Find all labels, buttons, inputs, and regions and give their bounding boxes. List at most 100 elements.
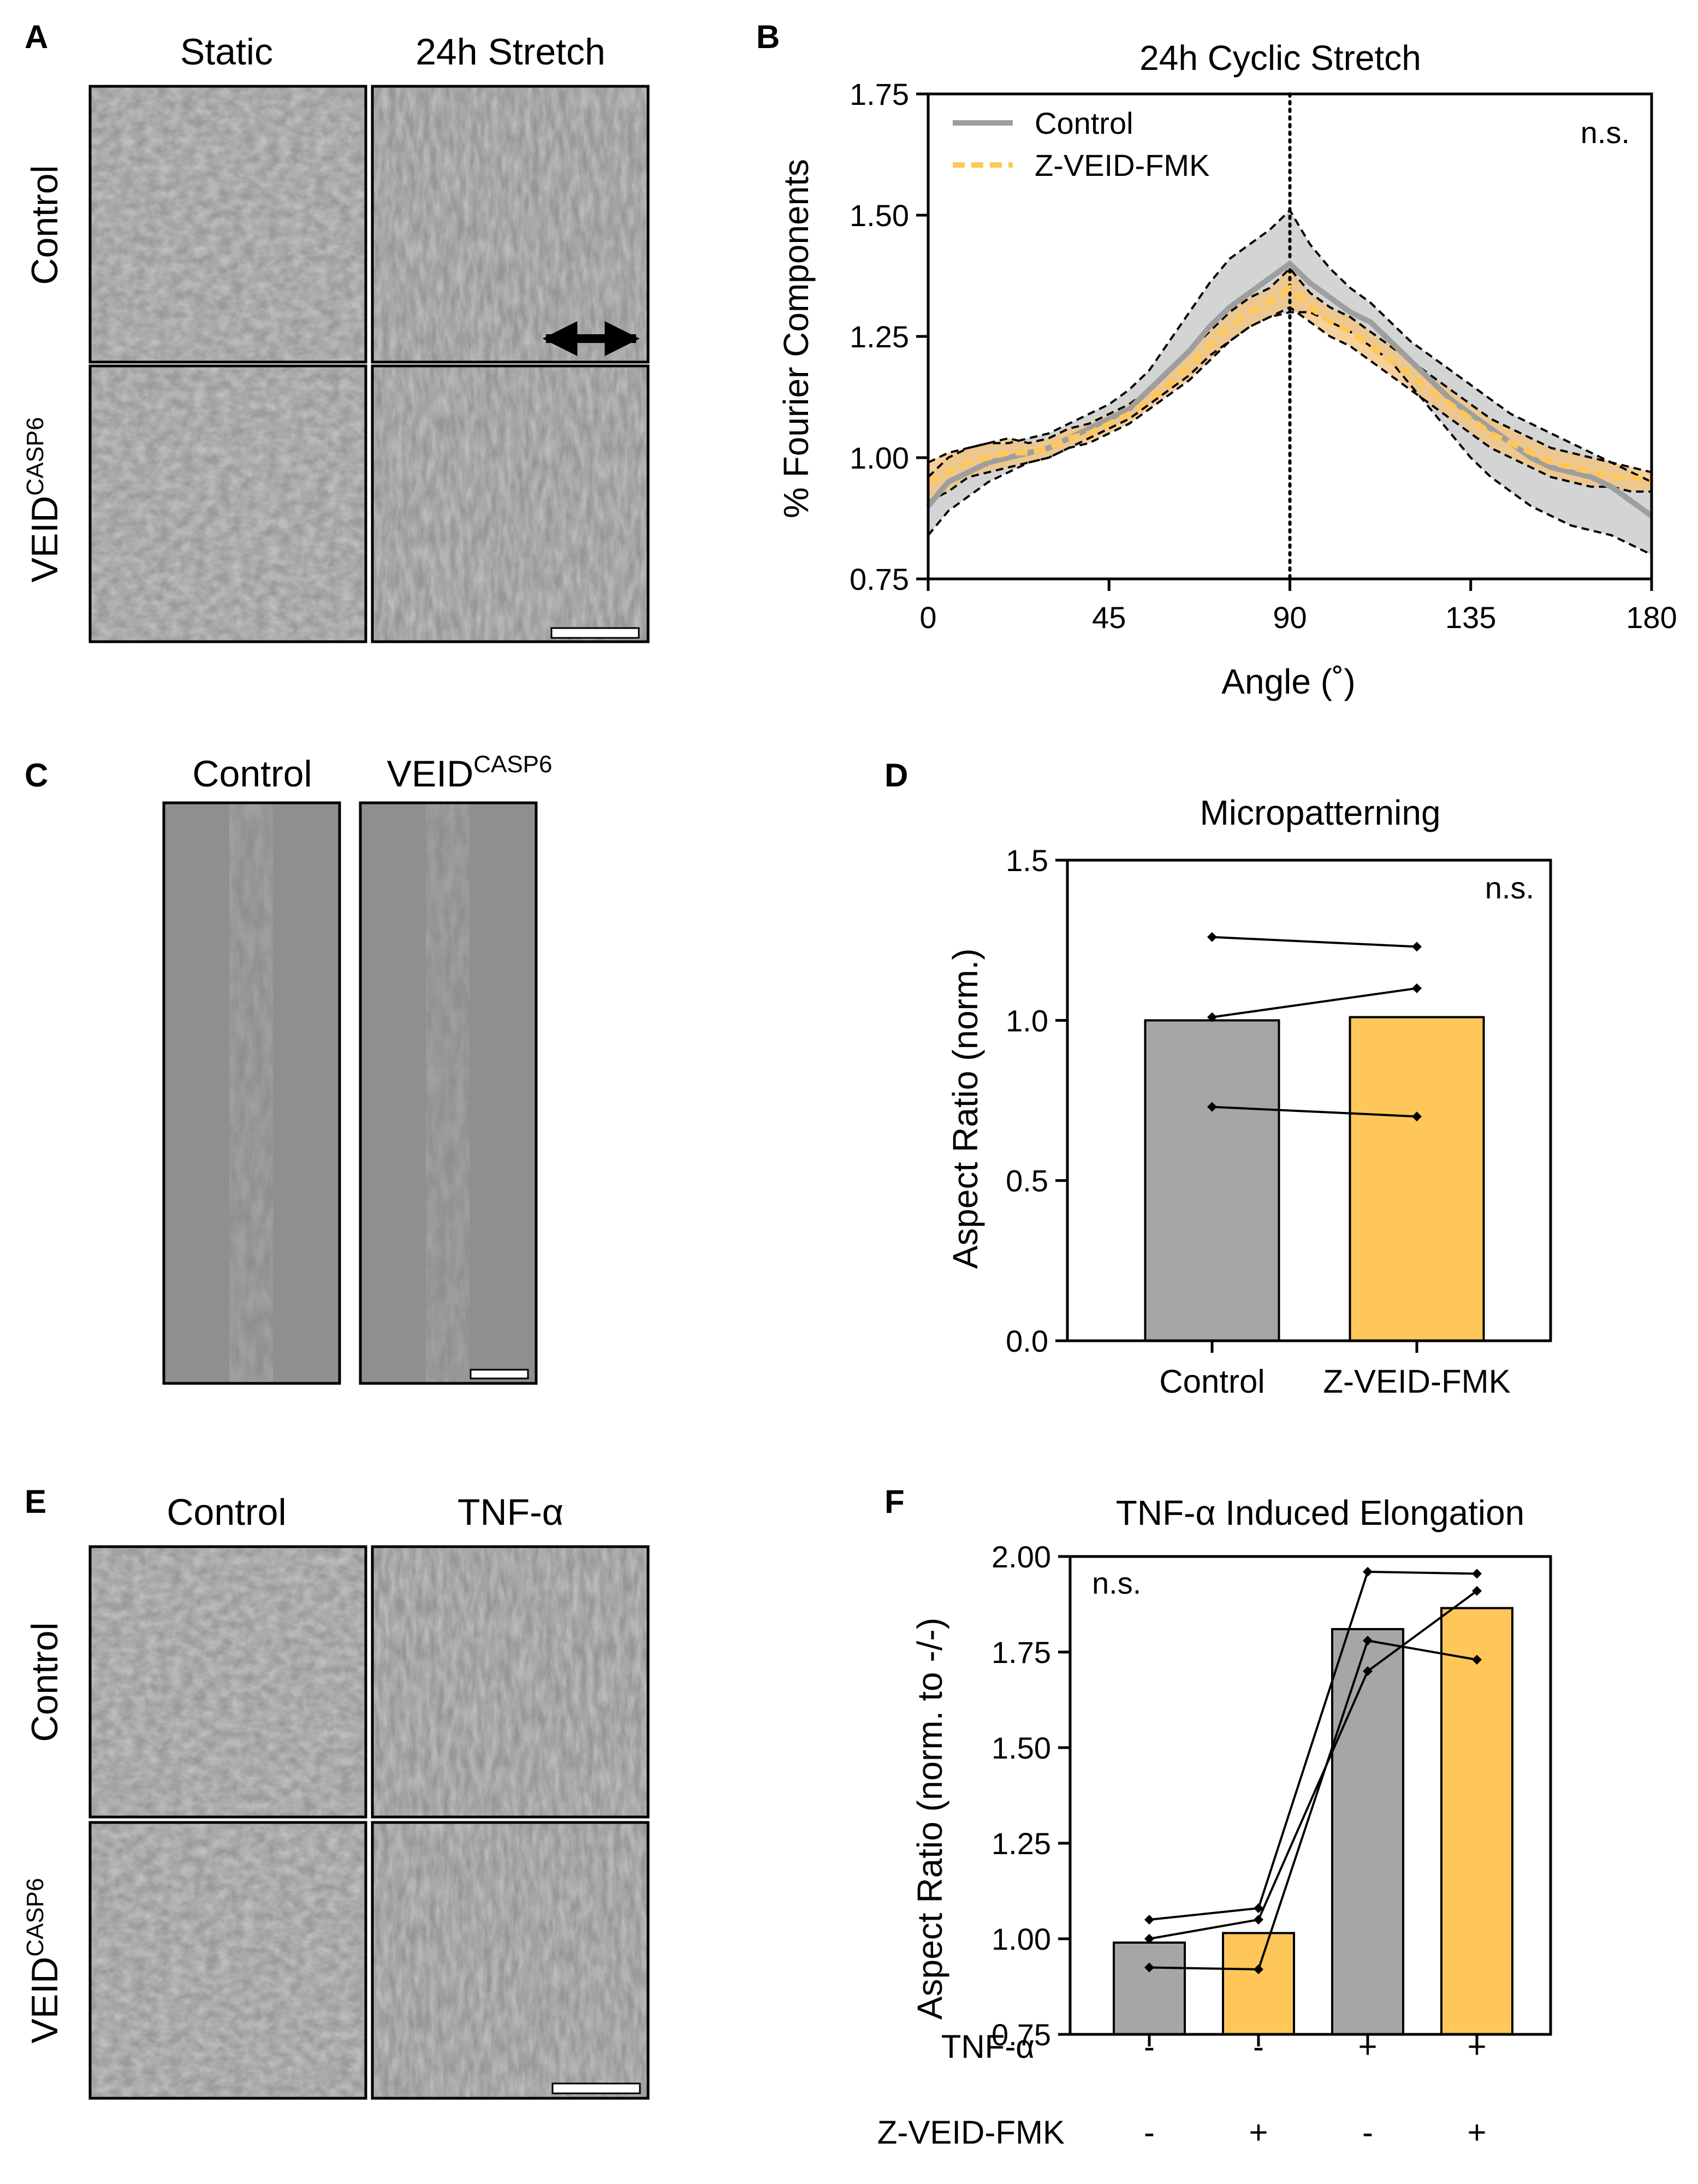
panel-e: E Control TNF-α Control VEIDCASP6	[22, 1483, 650, 2100]
bar-condition-3	[1331, 1628, 1404, 2035]
scale-bar	[550, 627, 640, 639]
chart-b-title: 24h Cyclic Stretch	[1139, 38, 1421, 78]
panel-c-col-veid-base: VEID	[387, 753, 473, 795]
condition-veid-sign: +	[1467, 2114, 1486, 2151]
chart-b-legend: Control Z-VEID-FMK	[953, 106, 1209, 182]
chart-b-ylabel: % Fourier Components	[776, 159, 816, 518]
bar-condition-1	[1113, 1942, 1186, 2035]
legend-veid-label: Z-VEID-FMK	[1035, 148, 1209, 182]
data-point	[1144, 1962, 1154, 1973]
data-point	[1144, 1915, 1154, 1925]
y-tick-label: 1.0	[1006, 1003, 1048, 1038]
data-point	[1363, 1666, 1373, 1676]
plot-frame	[1068, 1555, 1552, 2036]
bar-condition-2	[1222, 1932, 1295, 2035]
chart-f-annotation: n.s.	[1092, 1566, 1141, 1600]
data-point	[1363, 1567, 1373, 1577]
micrograph-e-veid-tnf	[371, 1821, 650, 2100]
micrograph-a-veid-stretch	[371, 364, 650, 643]
panel-letter-c: C	[25, 757, 48, 794]
panel-d: D Micropatterning Aspect Ratio (norm.) n…	[884, 757, 1552, 1400]
panel-e-row-veid: VEIDCASP6	[22, 1878, 66, 2043]
panel-b: B 24h Cyclic Stretch % Fourier Component…	[756, 19, 1677, 701]
bar-control	[1144, 1019, 1280, 1342]
paired-line	[1212, 987, 1417, 1019]
panel-e-col-control: Control	[167, 1491, 286, 1533]
panel-a-col-stretch: 24h Stretch	[415, 31, 605, 73]
chart-b-annotation: n.s.	[1581, 115, 1630, 150]
data-point	[1363, 1636, 1373, 1646]
scale-bar	[470, 1369, 529, 1380]
plot-frame	[1066, 859, 1552, 1342]
data-point	[1207, 1102, 1217, 1112]
series-line-veid	[927, 284, 1653, 485]
chart-f-title: TNF-α Induced Elongation	[1116, 1493, 1525, 1532]
replicate-line	[1149, 1570, 1477, 1921]
micrograph-e-veid-control	[88, 1821, 367, 2100]
data-point	[1472, 1586, 1482, 1596]
panel-a: A Static 24h Stretch Control VEIDCASP6	[22, 19, 650, 643]
panel-f: F TNF-α Induced Elongation Aspect Ratio …	[877, 1483, 1552, 2151]
micrograph-a-control-static	[88, 85, 367, 364]
panel-letter-d: D	[884, 757, 908, 794]
bar-condition-4	[1440, 1607, 1513, 2035]
data-point	[1207, 1012, 1217, 1022]
replicate-line	[1149, 1590, 1478, 1940]
x-category-label: Control	[1159, 1363, 1264, 1400]
chart-b-xlabel: Angle (˚)	[1221, 662, 1355, 701]
x-tick-label: 135	[1445, 600, 1496, 635]
y-tick-label: 1.25	[850, 319, 909, 354]
panel-a-row-veid: VEIDCASP6	[22, 417, 66, 582]
condition-tnf-sign: -	[1253, 2028, 1264, 2065]
chart-f-row-label-tnf: TNF-α	[941, 2028, 1035, 2065]
data-point	[1254, 1915, 1263, 1925]
panel-a-row-control: Control	[24, 165, 66, 285]
x-category-label: Z-VEID-FMK	[1323, 1363, 1510, 1400]
data-point	[1472, 1569, 1482, 1579]
x-tick-label: 0	[919, 600, 936, 635]
y-tick-label: 0.75	[992, 2017, 1051, 2052]
panel-a-col-static: Static	[180, 31, 273, 73]
micrograph-e-control-tnf	[371, 1545, 650, 1819]
panel-c: C Control VEIDCASP6	[25, 751, 553, 1385]
panel-letter-a: A	[25, 19, 48, 55]
panel-e-row-control: Control	[24, 1622, 66, 1742]
y-tick-label: 2.00	[992, 1540, 1051, 1574]
condition-tnf-sign: +	[1467, 2028, 1486, 2065]
micrograph-e-control-control	[88, 1545, 367, 1819]
band-upper-edge-control	[927, 208, 1652, 483]
panel-e-col-tnf: TNF-α	[458, 1491, 563, 1533]
data-point	[1472, 1655, 1482, 1665]
panel-a-row-veid-base: VEID	[24, 496, 66, 583]
chart-d-title: Micropatterning	[1200, 793, 1440, 832]
data-point	[1144, 1934, 1154, 1944]
band-veid	[928, 268, 1652, 501]
micrograph-a-veid-static	[88, 364, 367, 643]
panel-letter-b: B	[756, 19, 780, 55]
scale-bar	[551, 2082, 641, 2094]
replicate-line	[1149, 1639, 1477, 1971]
panel-letter-f: F	[884, 1483, 905, 1520]
panel-letter-e: E	[25, 1483, 46, 1520]
panel-c-col-control: Control	[192, 753, 312, 795]
micrograph-c-veid	[359, 801, 538, 1385]
y-tick-label: 1.25	[992, 1826, 1051, 1861]
condition-veid-sign: -	[1362, 2114, 1373, 2151]
y-tick-label: 1.75	[992, 1635, 1051, 1670]
condition-veid-sign: +	[1249, 2114, 1268, 2151]
x-tick-label: 90	[1273, 600, 1307, 635]
data-point	[1412, 1111, 1422, 1122]
y-tick-label: 0.75	[850, 562, 909, 596]
data-point	[1254, 1964, 1263, 1974]
panel-c-col-veid: VEIDCASP6	[387, 751, 552, 795]
condition-tnf-sign: +	[1358, 2028, 1377, 2065]
chart-f-ylabel: Aspect Ratio (norm. to -/-)	[910, 1618, 949, 2020]
panel-e-row-veid-sup: CASP6	[22, 1878, 49, 1956]
band-lower-edge-veid	[928, 306, 1652, 502]
condition-tnf-sign: -	[1144, 2028, 1155, 2065]
x-tick-label: 45	[1092, 600, 1126, 635]
y-tick-label: 0.0	[1006, 1324, 1048, 1358]
band-upper-edge-veid	[928, 267, 1652, 474]
data-point	[1207, 932, 1217, 942]
